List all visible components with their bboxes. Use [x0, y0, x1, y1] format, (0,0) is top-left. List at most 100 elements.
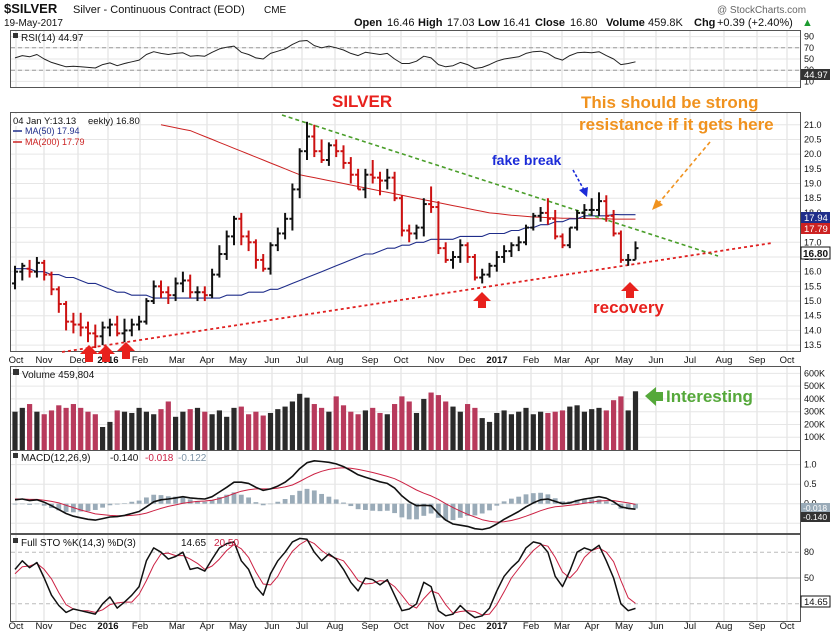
- volume-bar: [311, 404, 317, 450]
- macd-histogram-bar: [275, 501, 281, 504]
- macd-histogram-bar: [399, 503, 405, 518]
- price-legend-weekly-suffix: eekly) 16.80: [88, 116, 140, 127]
- volume-bar: [479, 418, 485, 450]
- volume-bar: [326, 411, 332, 450]
- volume-tick-label: 200K: [804, 419, 825, 429]
- high-label: High: [418, 17, 443, 29]
- volume-bar: [567, 406, 573, 450]
- volume-tick-label: 100K: [804, 432, 825, 442]
- rsi-legend-swatch: [13, 33, 18, 38]
- ohlc-bar: [274, 227, 281, 252]
- rsi-series: [14, 40, 636, 69]
- volume-bar: [355, 414, 361, 450]
- volume-bar: [581, 411, 587, 450]
- volume-bar: [165, 401, 171, 450]
- sto-k-line: [14, 537, 636, 619]
- macd-histogram-bar: [290, 495, 295, 504]
- ohlc-bar: [508, 242, 515, 257]
- x-axis-tick-label: Nov: [36, 621, 53, 632]
- volume-bar: [457, 411, 463, 450]
- price-tick-label: 20.0: [804, 149, 822, 159]
- volume-bar: [41, 414, 47, 450]
- price-tick-label: 15.0: [804, 296, 822, 306]
- instrument-name: Silver - Continuous Contract (EOD): [73, 4, 245, 16]
- macd-histogram-bar: [144, 497, 149, 504]
- rsi-panel: [10, 30, 801, 88]
- sto-tick-label: 80: [804, 547, 814, 557]
- volume-bar: [289, 401, 295, 450]
- volume-bar: [151, 414, 157, 450]
- macd-histogram-bar: [574, 499, 580, 504]
- support-arrow-icon: [97, 345, 115, 362]
- ohlc-bar: [114, 315, 121, 337]
- ohlc-bar: [544, 198, 551, 225]
- volume-bar: [143, 411, 149, 450]
- ohlc-bar: [318, 139, 325, 163]
- macd-histogram-bar: [56, 503, 62, 511]
- ohlc-bar: [384, 168, 391, 190]
- ohlc-bar: [617, 230, 624, 263]
- sto-k-value: 14.65: [181, 538, 206, 549]
- ohlc-bar: [501, 245, 508, 263]
- sto-d-value: 20.50: [214, 538, 239, 549]
- ohlc-bar: [238, 212, 245, 246]
- symbol: $SILVER: [4, 1, 58, 16]
- x-axis-tick-label: May: [229, 621, 247, 632]
- x-axis-tick-label: Oct: [394, 355, 409, 366]
- volume-bar: [516, 411, 522, 450]
- x-axis-tick-label: Feb: [523, 621, 539, 632]
- x-axis-tick-label: Jun: [648, 621, 663, 632]
- rsi-tick-label: 10: [804, 76, 814, 86]
- volume-bar: [114, 410, 120, 450]
- volume-bar: [78, 407, 84, 450]
- macd-tag-b-box: [801, 512, 830, 522]
- macd-histogram-bar: [625, 503, 631, 510]
- axis-labels: OctOctNovNovDecDec20162016FebFebMarMarAp…: [9, 32, 825, 632]
- sto-tag: 14.65: [804, 597, 828, 608]
- ohlc-header: Open 16.46 High 17.03 Low 16.41 Close 16…: [354, 17, 813, 29]
- ohlc-bar: [48, 271, 55, 296]
- x-axis-tick-label: Oct: [9, 621, 24, 632]
- volume-bar: [632, 391, 639, 450]
- x-axis-tick-label: Aug: [327, 355, 344, 366]
- volume-bar: [19, 407, 25, 450]
- macd-histogram-bar: [589, 499, 595, 504]
- macd-histogram-bar: [530, 493, 536, 504]
- change-value: +0.39 (+2.40%): [717, 17, 793, 29]
- macd-histogram-bar: [348, 503, 354, 507]
- macd-histogram-bar: [326, 496, 332, 504]
- ohlc-bar: [63, 301, 70, 331]
- volume-bar: [27, 404, 33, 450]
- macd-histogram-bar: [494, 503, 500, 506]
- sto-panel: [10, 534, 801, 622]
- ohlc-bar: [581, 204, 588, 219]
- volume-bar: [209, 414, 215, 450]
- volume-bar: [34, 411, 40, 450]
- volume-bar: [596, 407, 602, 450]
- ohlc-bar: [464, 242, 471, 263]
- macd-label-prefix: MACD(12,26,9): [21, 453, 90, 464]
- volume-bar: [443, 401, 449, 450]
- volume-bar: [187, 409, 193, 450]
- price-panel: [10, 112, 801, 352]
- x-axis-tick-label: Mar: [554, 621, 570, 632]
- high-value: 17.03: [447, 17, 475, 29]
- ohlc-bar: [282, 212, 289, 240]
- price-legend-weekly: 04 Jan Y:13.13: [13, 116, 76, 127]
- rsi-tick-label: 90: [804, 32, 814, 42]
- macd-histogram-bar: [414, 503, 419, 520]
- watermark: @ StockCharts.com: [717, 5, 806, 16]
- macd-histogram-bar: [560, 501, 565, 504]
- macd-histogram-bar: [311, 490, 317, 504]
- ohlc-bar: [12, 265, 18, 290]
- volume-tick-label: 600K: [804, 368, 825, 378]
- resistance-trendline: [281, 114, 719, 257]
- ohlc-bar: [33, 256, 40, 278]
- open-label: Open: [354, 17, 382, 29]
- sto-series: [14, 537, 636, 619]
- ohlc-bar: [413, 224, 420, 240]
- x-axis-tick-label: Aug: [716, 621, 733, 632]
- ohlc-bar: [19, 262, 26, 281]
- x-axis-tick-label: Mar: [169, 621, 185, 632]
- volume-bar: [158, 409, 164, 450]
